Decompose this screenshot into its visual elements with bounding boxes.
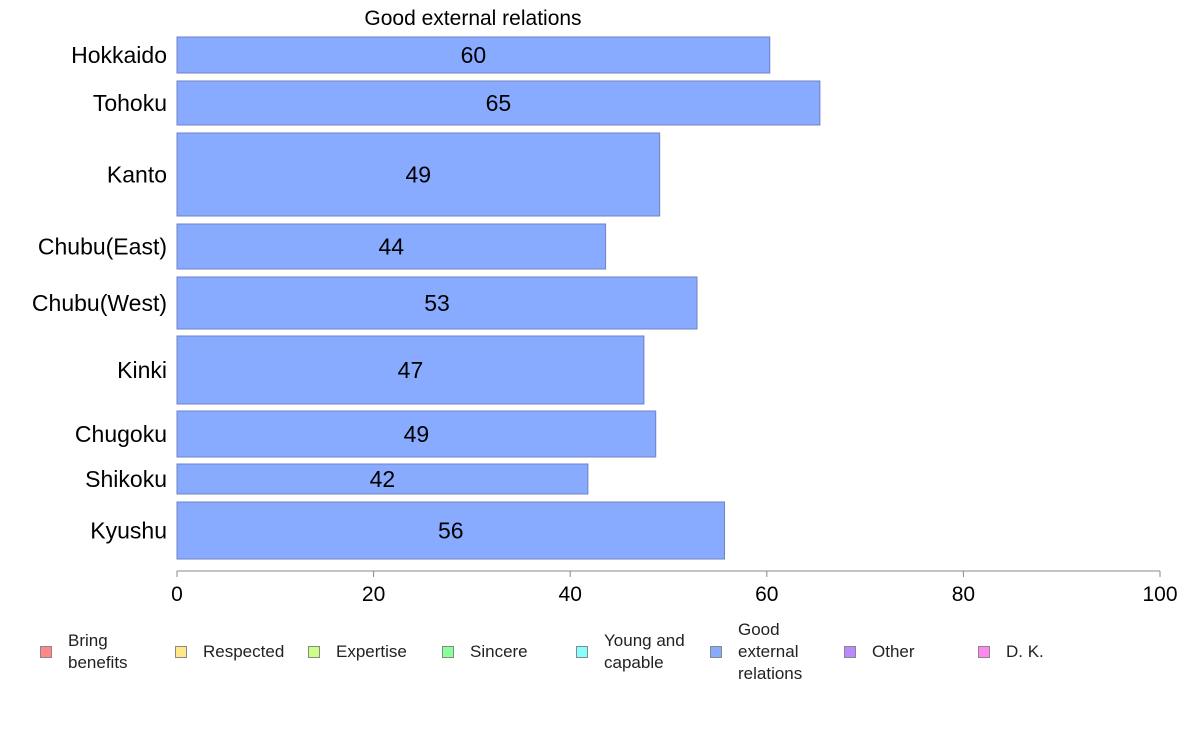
x-tick-label: 100 [1142,583,1177,606]
legend-label: D. K. [1006,642,1044,661]
legend-label: Good external relations [738,620,803,683]
legend-item: Respected [175,641,284,663]
legend-swatch [844,646,856,658]
legend-label: Expertise [336,642,407,661]
legend-swatch [442,646,454,658]
data-label: 47 [398,357,424,383]
data-label: 49 [404,421,430,447]
legend-label: Bring benefits [68,631,128,672]
legend-swatch [308,646,320,658]
x-axis: 0 20 40 60 80 100 [171,570,1178,606]
data-label: 65 [486,90,512,116]
category-label: Chugoku [75,421,167,447]
category-label: Kinki [117,357,167,383]
legend-swatch [978,646,990,658]
data-label: 53 [424,290,450,316]
bar-kanto [176,132,661,217]
bar-shikoku [176,463,589,495]
chart-title: Good external relations [364,7,581,30]
data-label: 49 [406,162,432,188]
bar-chubu-west [176,276,698,330]
data-label: 42 [370,466,396,492]
data-label: 60 [461,42,487,68]
category-label: Tohoku [93,90,167,116]
category-label: Hokkaido [71,42,167,68]
legend-item: Bring benefits [40,630,128,674]
category-labels: Hokkaido Tohoku Kanto Chubu(East) Chubu(West… [32,42,167,544]
data-label: 56 [438,518,464,544]
legend-item: D. K. [978,641,1044,663]
legend-swatch [40,646,52,658]
bars: 60 65 49 44 53 47 49 42 56 [176,36,821,560]
legend-item: Sincere [442,641,528,663]
legend: Bring benefits Respected Expertise Sincere Yo… [0,620,1188,690]
x-tick-label: 60 [755,583,778,606]
legend-swatch [576,646,588,658]
legend-swatch [710,646,722,658]
legend-label: Other [872,642,915,661]
legend-item: Other [844,641,915,663]
legend-label: Young and capable [604,631,685,672]
x-tick-label: 0 [171,583,183,606]
bar-tohoku [176,80,821,126]
bar-kinki [176,335,645,405]
bar-chubu-east [176,223,607,270]
legend-item: Good external relations [710,619,802,685]
legend-swatch [175,646,187,658]
category-label: Shikoku [85,466,167,492]
legend-label: Respected [203,642,285,661]
bar-hokkaido [176,36,771,74]
x-tick-label: 20 [362,583,385,606]
legend-label: Sincere [470,642,528,661]
category-label: Kyushu [90,518,167,544]
x-tick-label: 80 [952,583,975,606]
x-tick-label: 40 [559,583,582,606]
category-label: Chubu(West) [32,290,167,316]
category-label: Kanto [107,162,167,188]
legend-item: Young and capable [576,630,685,674]
legend-item: Expertise [308,641,407,663]
bar-kyushu [176,501,726,560]
data-label: 44 [378,234,404,260]
bar-chugoku [176,410,657,458]
category-label: Chubu(East) [38,234,167,260]
